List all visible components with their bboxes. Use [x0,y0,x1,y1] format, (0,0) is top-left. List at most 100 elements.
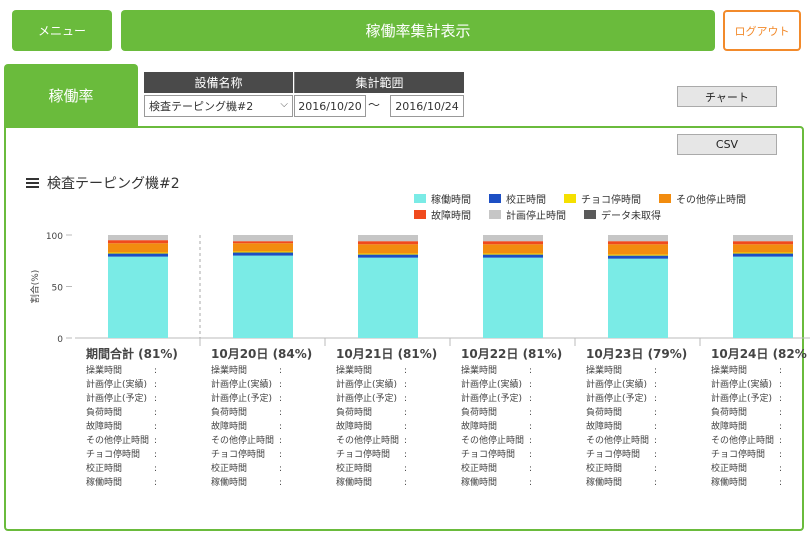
detail-separator: : [654,380,658,390]
detail-separator: : [404,394,408,404]
detail-row: 故障時間: [211,420,291,434]
detail-row: 故障時間: [586,420,666,434]
legend-item[interactable]: データ未取得 [584,207,661,222]
chart-button[interactable]: チャート [677,86,777,107]
detail-row: チョコ停時間: [586,448,666,462]
detail-row: チョコ停時間: [461,448,541,462]
bar-segment [608,244,668,255]
csv-button[interactable]: CSV [677,134,777,155]
hamburger-icon[interactable] [26,176,39,190]
detail-separator: : [279,464,283,474]
detail-row: 稼働時間: [211,476,291,490]
date-from-input[interactable]: 2016/10/20 [294,95,366,117]
legend-item[interactable]: 故障時間 [414,207,471,222]
equipment-select-value: 検査テーピング機#2 [149,100,254,113]
bar-segment [358,254,418,258]
tab-utilization[interactable]: 稼働率 [4,64,138,126]
detail-row: 負荷時間: [336,406,416,420]
detail-row: その他停止時間: [586,434,666,448]
detail-label: 故障時間 [211,422,248,432]
detail-separator: : [779,408,783,418]
legend-item[interactable]: 校正時間 [489,191,546,206]
bar-segment [358,235,418,242]
legend-swatch [659,193,671,203]
legend-item[interactable]: チョコ停時間 [564,191,641,206]
date-separator: 〜 [368,98,381,112]
chart-legend: 稼働時間 校正時間 チョコ停時間 その他停止時間 故障時間 計画停止時間 データ未取得 [414,190,794,222]
bar-segment [733,253,793,257]
detail-label: チョコ停時間 [586,450,641,460]
detail-separator: : [654,366,658,376]
detail-label: 操業時間 [461,366,498,376]
detail-separator: : [529,422,533,432]
y-tick-label: 50 [52,284,64,294]
detail-separator: : [279,380,283,390]
bar-segment [358,253,418,255]
detail-row: 計画停止(予定): [461,392,541,406]
legend-item[interactable]: 計画停止時間 [489,207,566,222]
detail-separator: : [529,380,533,390]
date-to-input[interactable]: 2016/10/24 [390,95,464,117]
bar-segment [358,244,418,254]
bar-segment [733,252,793,254]
bar-segment [358,257,418,338]
legend-swatch [489,209,501,219]
detail-separator: : [404,436,408,446]
bar-segment [733,241,793,245]
chart-title: 検査テーピング機#2 [26,173,180,193]
detail-separator: : [779,422,783,432]
detail-label: 負荷時間 [86,408,123,418]
detail-separator: : [154,478,158,488]
detail-row: 操業時間: [211,364,291,378]
detail-label: チョコ停時間 [211,450,266,460]
detail-separator: : [154,408,158,418]
legend-item[interactable]: その他停止時間 [659,191,746,206]
detail-row: 校正時間: [336,462,416,476]
detail-separator: : [404,450,408,460]
detail-separator: : [154,380,158,390]
detail-separator: : [779,366,783,376]
detail-row: 故障時間: [86,420,166,434]
detail-row: 計画停止(実績): [336,378,416,392]
detail-separator: : [279,450,283,460]
legend-item[interactable]: 稼働時間 [414,191,471,206]
column-title: 10月20日 (84%) [211,347,313,361]
detail-row: その他停止時間: [336,434,416,448]
detail-list: 操業時間: 計画停止(実績): 計画停止(予定): 負荷時間: 故障時間: その他停止時間… [711,364,791,490]
detail-separator: : [529,408,533,418]
detail-separator: : [779,464,783,474]
detail-separator: : [529,478,533,488]
detail-label: 校正時間 [336,464,373,474]
detail-row: 校正時間: [211,462,291,476]
menu-button[interactable]: メニュー [12,10,112,51]
detail-label: 校正時間 [586,464,623,474]
column-title: 期間合計 (81%) [86,347,178,361]
bar-segment [108,243,168,253]
legend-label: データ未取得 [601,210,661,222]
equipment-select[interactable]: 検査テーピング機#2 ⌵ [144,95,293,117]
bar-segment [233,241,293,244]
detail-separator: : [779,436,783,446]
detail-list: 操業時間: 計画停止(実績): 計画停止(予定): 負荷時間: 故障時間: その他停止時間… [211,364,291,490]
detail-label: 計画停止(予定) [211,394,273,404]
y-tick-label: 100 [46,232,63,242]
detail-label: 計画停止(予定) [336,394,398,404]
detail-separator: : [779,394,783,404]
detail-row: 操業時間: [461,364,541,378]
bar-segment [483,235,543,242]
detail-row: 計画停止(予定): [211,392,291,406]
detail-label: 稼働時間 [211,478,248,488]
detail-separator: : [529,450,533,460]
detail-label: チョコ停時間 [86,450,141,460]
detail-separator: : [279,478,283,488]
bar-segment [108,256,168,338]
logout-button[interactable]: ログアウト [723,10,801,51]
bar-segment [608,258,668,338]
detail-label: 操業時間 [336,366,373,376]
detail-row: 計画停止(実績): [711,378,791,392]
detail-separator: : [654,394,658,404]
detail-separator: : [404,478,408,488]
detail-label: 校正時間 [86,464,123,474]
detail-row: 計画停止(実績): [211,378,291,392]
